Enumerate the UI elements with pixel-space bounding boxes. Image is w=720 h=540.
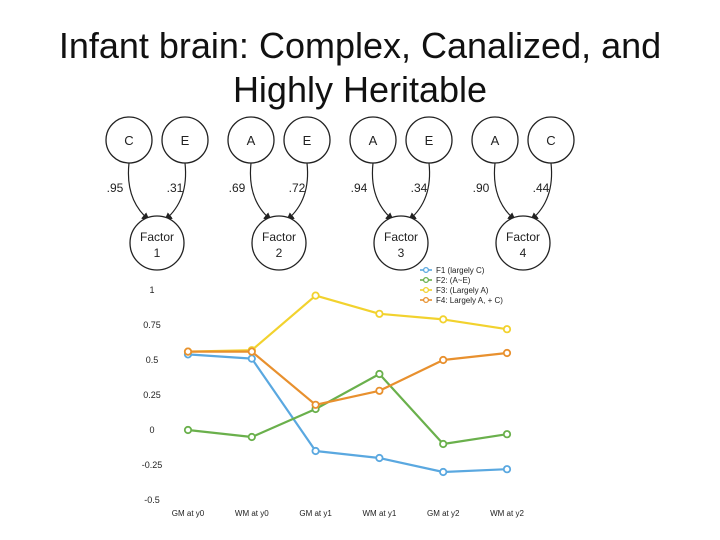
factor-node (129, 215, 185, 271)
data-point (311, 446, 320, 456)
series-f2 (183, 369, 512, 449)
legend-swatch-marker (422, 296, 430, 304)
path-coefficient-right: .44 (533, 181, 550, 195)
data-point (502, 325, 512, 334)
x-tick-label: GM at y1 (299, 509, 332, 518)
path-arrow-left (249, 162, 272, 221)
latent-node-left-label: A (369, 133, 378, 148)
legend-label: F4: Largely A, + C) (436, 296, 503, 305)
y-tick-label: -0.5 (144, 495, 160, 505)
legend-item-f3: F3: (Largely A) (420, 286, 489, 295)
latent-node-left-label: A (247, 133, 256, 148)
x-tick-label: GM at y2 (427, 509, 460, 518)
factor-node-number: 3 (398, 246, 405, 260)
latent-node-left-label: A (491, 133, 500, 148)
legend-swatch-marker (422, 286, 430, 294)
latent-node-left-label: C (124, 133, 133, 148)
factor-node (251, 215, 307, 271)
data-point (439, 439, 448, 449)
data-point (375, 453, 384, 463)
y-tick-label: -0.25 (142, 460, 163, 470)
slide-title: Infant brain: Complex, Canalized, and Hi… (0, 24, 720, 112)
path-coefficient-left: .69 (229, 181, 246, 195)
x-tick-label: GM at y0 (172, 509, 205, 518)
y-tick-label: 0.75 (143, 320, 161, 330)
factor-node-label: Factor (262, 230, 296, 244)
x-tick-label: WM at y1 (363, 509, 397, 518)
factor-group-2: A E .69 .72 Factor 2 (227, 116, 331, 271)
series-line-f1 (187, 353, 508, 474)
latent-node-right-label: C (546, 133, 555, 148)
path-coefficient-left: .95 (107, 181, 124, 195)
legend-label: F1 (largely C) (436, 266, 485, 275)
y-tick-label: 0.25 (143, 390, 161, 400)
path-arrow-right (286, 162, 309, 221)
data-point (247, 347, 256, 356)
legend-item-f4: F4: Largely A, + C) (420, 296, 503, 305)
x-tick-label: WM at y0 (235, 509, 269, 518)
factor-node (373, 215, 429, 271)
data-point (502, 430, 512, 439)
factor-node-number: 2 (276, 246, 283, 260)
path-coefficient-right: .31 (167, 181, 184, 195)
series-line-f3 (187, 294, 508, 353)
x-tick-label: WM at y2 (490, 509, 524, 518)
factor-node (495, 215, 551, 271)
title-line-2: Highly Heritable (232, 69, 488, 110)
factor-group-3: A E .94 .34 Factor 3 (349, 116, 453, 271)
path-arrow-left (493, 162, 516, 221)
legend-swatch-marker (422, 276, 430, 284)
factor-node-label: Factor (140, 230, 174, 244)
path-coefficient-left: .94 (351, 181, 368, 195)
y-tick-label: 0.5 (146, 355, 159, 365)
factor-node-label: Factor (384, 230, 418, 244)
data-point (502, 465, 512, 474)
path-coefficient-right: .34 (411, 181, 428, 195)
data-point (311, 400, 320, 409)
legend: F1 (largely C)F2: (A~E)F3: (Largely A)F4… (420, 266, 503, 305)
data-point (439, 355, 448, 365)
legend-label: F3: (Largely A) (436, 286, 489, 295)
series-line-f4 (188, 350, 508, 406)
data-point (375, 309, 384, 318)
path-coefficient-right: .72 (289, 181, 306, 195)
legend-swatch-marker (422, 266, 430, 274)
y-tick-label: 1 (149, 285, 154, 295)
factor-node-number: 1 (154, 246, 161, 260)
latent-node-right-label: E (181, 133, 190, 148)
title-line-1: Infant brain: Complex, Canalized, and (58, 25, 662, 66)
factor-group-4: A C .90 .44 Factor 4 (471, 116, 575, 271)
data-point (183, 347, 193, 356)
series-f4 (183, 347, 512, 409)
data-point (375, 386, 384, 395)
path-arrow-right (164, 162, 187, 221)
legend-item-f2: F2: (A~E) (420, 276, 471, 285)
series-line-f2 (187, 372, 508, 446)
data-point (183, 425, 193, 435)
path-arrow-left (371, 162, 394, 221)
y-tick-label: 0 (149, 425, 154, 435)
data-point (311, 291, 320, 300)
line-chart: 1 0.75 0.5 0.25 0 -0.25 -0.5 GM at y0 WM at y0 GM… (142, 266, 525, 518)
factor-group-1: C E .95 .31 Factor 1 (105, 116, 209, 271)
data-point (247, 432, 256, 442)
factor-node-number: 4 (520, 246, 527, 260)
factor-node-label: Factor (506, 230, 540, 244)
path-arrow-left (127, 162, 150, 221)
latent-node-right-label: E (303, 133, 312, 148)
data-point (375, 369, 384, 379)
path-arrow-right (408, 162, 431, 221)
data-point (439, 467, 448, 477)
data-point (439, 315, 448, 324)
path-diagram: C E .95 .31 Factor 1 A E .69 .72 Factor 2 A E .94 .34 Fa… (105, 116, 575, 271)
series-f1 (183, 350, 512, 477)
latent-node-right-label: E (425, 133, 434, 148)
legend-label: F2: (A~E) (436, 276, 471, 285)
path-coefficient-left: .90 (473, 181, 490, 195)
data-point (247, 354, 256, 363)
path-arrow-right (530, 162, 553, 221)
legend-item-f1: F1 (largely C) (420, 266, 485, 275)
data-point (502, 348, 512, 358)
